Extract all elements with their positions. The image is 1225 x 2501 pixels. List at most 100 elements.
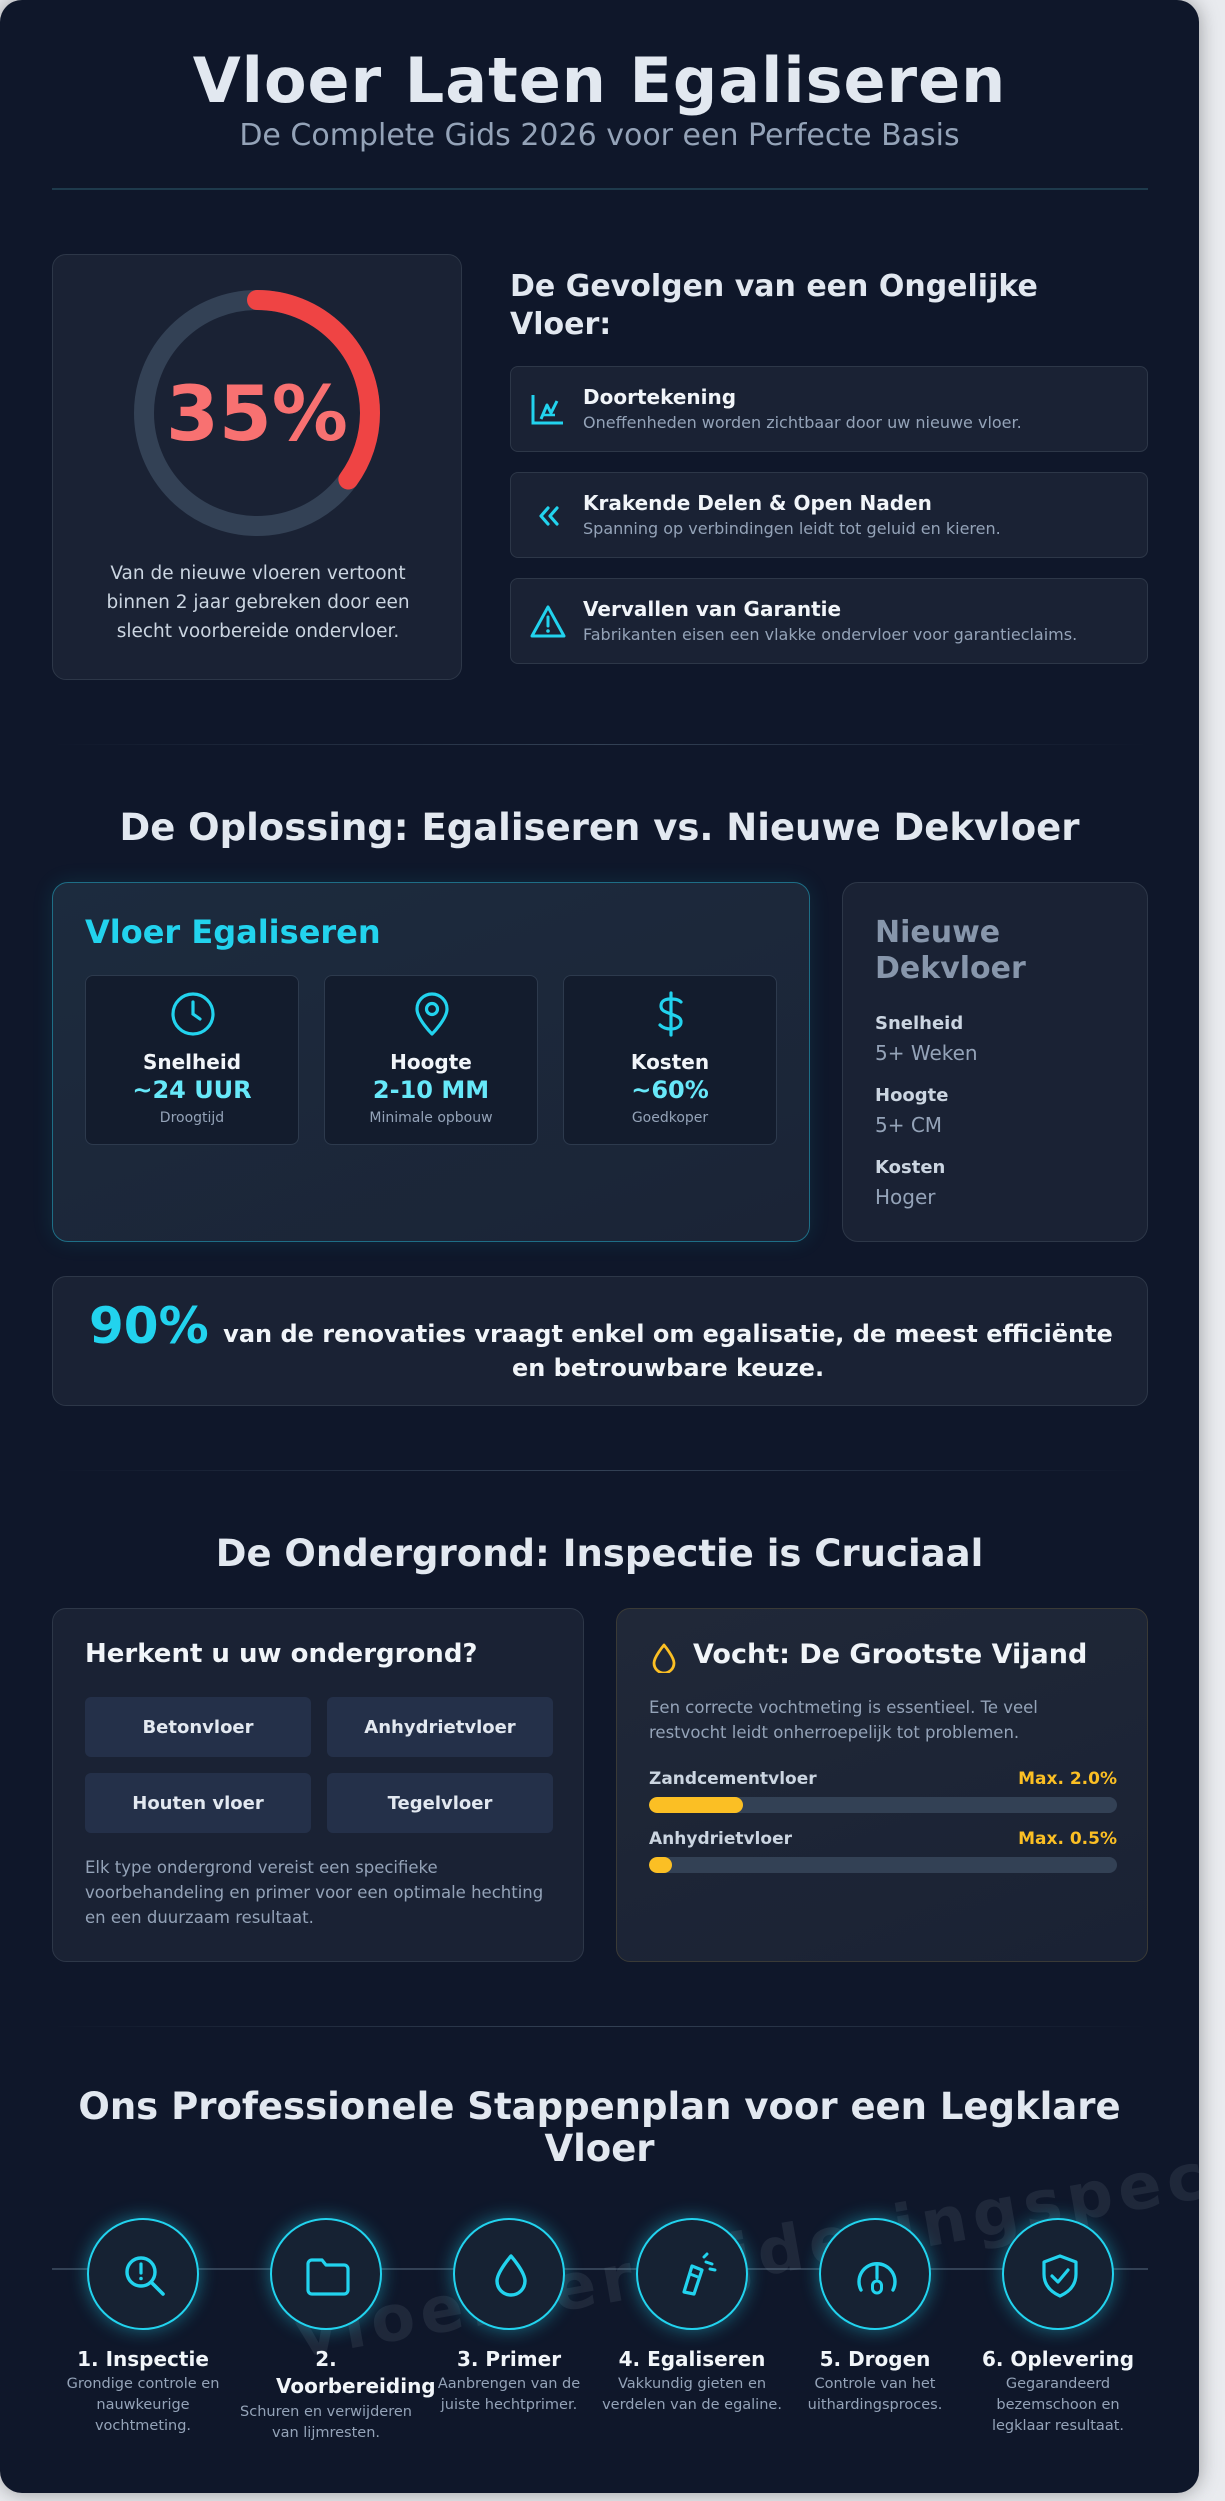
chevrons-left-icon: [539, 506, 559, 526]
metric-label: Snelheid: [142, 1050, 242, 1074]
dekvloer-value: 5+ Weken: [875, 1041, 978, 1065]
moisture-bar-label: Anhydrietvloer: [649, 1829, 792, 1849]
dekvloer-value: 5+ CM: [875, 1113, 943, 1137]
dekvloer-value: Hoger: [875, 1185, 936, 1209]
subfloor-card: Herkent u uw ondergrond? Betonvloer Anhy…: [52, 1608, 584, 1962]
infographic-page: Vloer Laten Egaliseren De Complete Gids …: [0, 0, 1199, 2493]
moisture-title: Vocht: De Grootste Vijand: [693, 1639, 1088, 1670]
consequence-desc: Oneffenheden worden zichtbaar door uw ni…: [583, 413, 1022, 432]
map-pin-icon: [415, 992, 449, 1036]
step-circle: [87, 2218, 199, 2330]
gauge-description: Van de nieuwe vloeren vertoont binnen 2 …: [106, 563, 410, 642]
folder-icon: [306, 2258, 350, 2296]
page-subtitle: De Complete Gids 2026 voor een Perfecte …: [239, 118, 960, 153]
consequence-desc: Spanning op verbindingen leidt tot gelui…: [583, 519, 1001, 538]
step-title: 1. Inspectie: [77, 2347, 209, 2371]
step-desc: Vakkundig gieten en verdelen van de egal…: [602, 2376, 782, 2413]
header-divider: [52, 188, 1148, 190]
metric-value: ~24 UUR: [132, 1076, 252, 1104]
search-alert-icon: [125, 2256, 165, 2296]
stat-gauge-card: 35% Van de nieuwe vloeren vertoont binne…: [52, 254, 462, 680]
moisture-bar-max: Max. 2.0%: [1018, 1769, 1117, 1789]
step-title: 5. Drogen: [819, 2347, 931, 2371]
section-divider: [52, 1470, 1148, 1471]
step-title: 3. Primer: [456, 2347, 562, 2371]
clock-icon: [171, 992, 215, 1036]
subfloor-option-houten-vloer[interactable]: Houten vloer: [85, 1773, 311, 1833]
warning-icon: [530, 605, 566, 638]
dollar-icon: [658, 991, 683, 1037]
metric-label: Hoogte: [390, 1050, 472, 1074]
metric-sub: Droogtijd: [159, 1110, 225, 1126]
metric-kosten: Kosten ~60% Goedkoper: [563, 975, 777, 1145]
subfloor-section-title: De Ondergrond: Inspectie is Cruciaal: [215, 1532, 984, 1575]
step-desc: Grondige controle en nauwkeurige vochtme…: [66, 2376, 220, 2434]
steps-section-title: Ons Professionele Stappenplan voor een L…: [78, 2085, 1121, 2170]
stat-number: 90%: [89, 1297, 209, 1355]
progress-ring-fill: [134, 290, 380, 536]
consequences-title: De Gevolgen van een Ongelijke Vloer:: [510, 269, 1038, 342]
subfloor-option-anhydrietvloer[interactable]: Anhydrietvloer: [327, 1697, 553, 1757]
consequence-desc: Fabrikanten eisen een vlakke ondervloer …: [583, 625, 1078, 644]
subfloor-option-betonvloer[interactable]: Betonvloer: [85, 1697, 311, 1757]
step-title: 2. Voorbereiding: [276, 2347, 436, 2398]
moisture-desc: Een correcte vochtmeting is essentieel. …: [649, 1698, 1038, 1742]
egaliseren-card: Vloer Egaliseren Snelheid ~24 UUR Droogt…: [52, 882, 810, 1242]
step-title: 6. Oplevering: [981, 2347, 1135, 2371]
metric-sub: Goedkoper: [631, 1110, 709, 1126]
dekvloer-card: Nieuwe Dekvloer Snelheid 5+ Weken Hoogte…: [842, 882, 1148, 1242]
subfloor-note: Elk type ondergrond vereist een specifie…: [85, 1858, 544, 1927]
stairs-icon: [531, 395, 563, 425]
dekvloer-title: Nieuwe Dekvloer: [875, 915, 1026, 986]
consequence-title: Doortekening: [583, 385, 737, 409]
subfloor-title: Herkent u uw ondergrond?: [85, 1639, 478, 1669]
step-circle: [819, 2218, 931, 2330]
consequence-item: Doortekening Oneffenheden worden zichtba…: [510, 366, 1148, 452]
consequence-item: Vervallen van Garantie Fabrikanten eisen…: [510, 578, 1148, 664]
dekvloer-label: Snelheid: [875, 1013, 964, 1034]
droplet-icon: [495, 2254, 527, 2297]
section-divider: [52, 744, 1148, 745]
step-circle: [1002, 2218, 1114, 2330]
step-desc: Schuren en verwijderen van lijmresten.: [240, 2404, 412, 2441]
moisture-card: Vocht: De Grootste Vijand Een correcte v…: [616, 1608, 1148, 1962]
moisture-bar-fill: [649, 1857, 673, 1873]
step-circle: [270, 2218, 382, 2330]
subfloor-option-tegelvloer[interactable]: Tegelvloer: [327, 1773, 553, 1833]
stat-text: van de renovaties vraagt enkel om egalis…: [223, 1320, 1113, 1382]
steps-timeline-line: [52, 2268, 1148, 2270]
step-circle: [636, 2218, 748, 2330]
metric-value: 2-10 MM: [372, 1076, 490, 1104]
metric-hoogte: Hoogte 2-10 MM Minimale opbouw: [324, 975, 538, 1145]
stat-banner: 90% van de renovaties vraagt enkel om eg…: [52, 1276, 1148, 1406]
moisture-bar-max: Max. 0.5%: [1018, 1829, 1117, 1849]
metric-sub: Minimale opbouw: [369, 1110, 493, 1126]
consequence-title: Vervallen van Garantie: [583, 597, 842, 621]
droplet-icon: [652, 1643, 676, 1673]
consequence-item: Krakende Delen & Open Naden Spanning op …: [510, 472, 1148, 558]
moisture-bar-track: [649, 1857, 1117, 1873]
progress-ring: [134, 290, 380, 536]
step-desc: Gegarandeerd bezemschoon en legklaar res…: [991, 2376, 1124, 2434]
consequence-title: Krakende Delen & Open Naden: [583, 491, 932, 515]
metric-snelheid: Snelheid ~24 UUR Droogtijd: [85, 975, 299, 1145]
metric-label: Kosten: [630, 1050, 710, 1074]
section-divider: [52, 2026, 1148, 2027]
page-title: Vloer Laten Egaliseren: [192, 44, 1007, 117]
moisture-bar-fill: [649, 1797, 743, 1813]
moisture-bar-label: Zandcementvloer: [649, 1769, 817, 1789]
dekvloer-label: Hoogte: [875, 1085, 949, 1106]
solution-section-title: De Oplossing: Egaliseren vs. Nieuwe Dekv…: [119, 806, 1080, 849]
step-title: 4. Egaliseren: [618, 2347, 766, 2371]
egaliseren-title: Vloer Egaliseren: [85, 913, 381, 951]
pour-icon: [682, 2252, 717, 2296]
moisture-bar-track: [649, 1797, 1117, 1813]
step-desc: Aanbrengen van de juiste hechtprimer.: [437, 2376, 581, 2413]
step-desc: Controle van het uithardingsproces.: [807, 2376, 943, 2413]
shield-check-icon: [1042, 2254, 1078, 2298]
gauge-icon: [857, 2262, 897, 2295]
dekvloer-label: Kosten: [875, 1157, 946, 1178]
metric-value: ~60%: [631, 1076, 709, 1104]
step-circle: [453, 2218, 565, 2330]
gauge-value: 35%: [166, 368, 348, 458]
